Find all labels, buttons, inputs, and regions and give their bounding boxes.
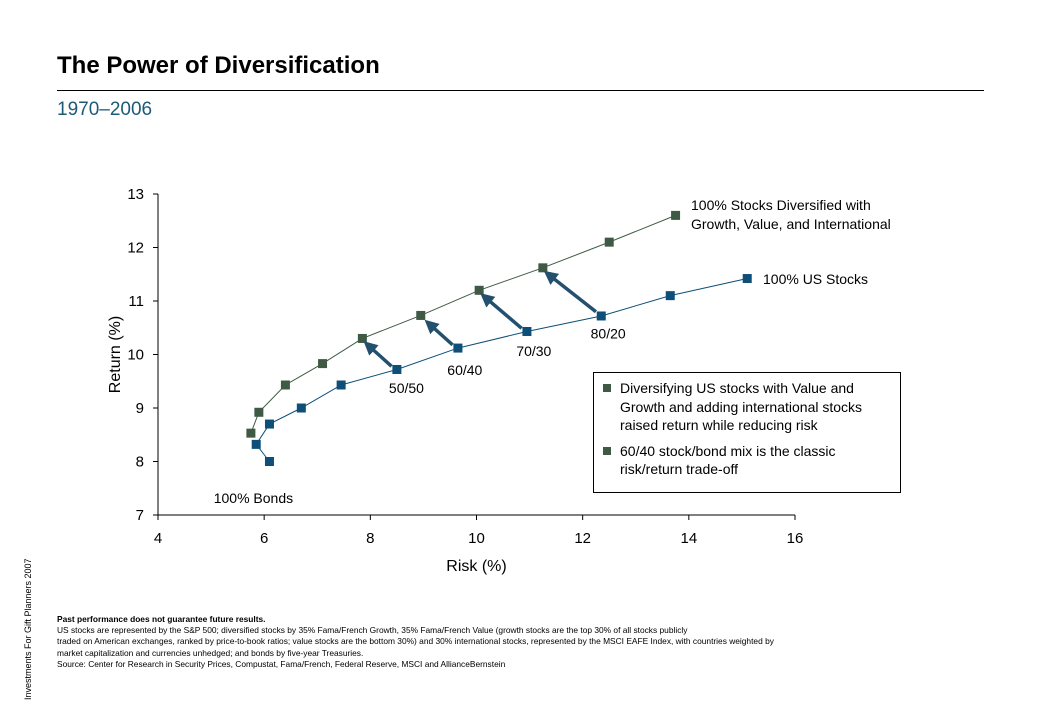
series-line-diversified [250,214,676,434]
callout-bullet-2-line-2: risk/return trade-off [620,461,739,477]
bullet-square-icon [603,384,611,392]
chart-series [246,210,752,466]
chart-axes: 4 6 8 10 12 14 16 7 8 9 10 11 12 13 Risk (%) Return (%) [107,186,803,575]
x-tick-label: 6 [260,530,268,547]
bullet-square-icon [603,446,611,455]
y-tick-label: 7 [136,507,144,524]
data-point-us-stocks [264,457,274,466]
data-point-us-stocks [522,326,532,336]
data-point-diversified [280,380,290,390]
footnote-source: Source: Center for Research in Security … [57,658,506,669]
x-tick-label: 14 [680,530,697,547]
risk-return-chart: 4 6 8 10 12 14 16 7 8 9 10 11 12 13 Risk (%) Return (%)… [107,186,891,575]
annotation-label: 60/40 [447,362,482,378]
chart-arrows [363,270,598,368]
footnote-line-4: market capitalization and currencies unh… [57,647,364,658]
data-point-diversified [416,310,426,320]
data-point-diversified [474,285,484,295]
callout-bullet-2-line-1: 60/40 stock/bond mix is the classic [620,442,836,459]
series-label-us-stocks: 100% US Stocks [763,271,868,287]
callout-bullet-1-line-1: Diversifying US stocks with Value and [620,380,854,396]
data-point-diversified [254,407,264,417]
data-point-us-stocks [336,380,346,390]
callout-box: Diversifying US stocks with Value and Gr… [593,372,901,493]
y-tick-label: 13 [127,186,144,203]
callout-bullet-1-line-2: Growth and adding international stocks [620,398,863,415]
shift-arrow [543,270,598,314]
annotation-label: 100% Bonds [214,490,293,506]
page-title: The Power of Diversification [57,52,380,79]
footnotes: Past performance does not guarantee futu… [57,614,987,670]
y-tick-label: 10 [127,347,144,364]
shift-arrow [363,341,393,368]
footnote-line-2: US stocks are represented by the S&P 500… [57,625,688,636]
x-axis-title: Risk (%) [446,558,506,575]
annotation-label: 80/20 [591,325,626,341]
x-tick-label: 12 [574,530,591,547]
y-tick-label: 11 [128,293,144,310]
footnote-line-3: traded on American exchanges, ranked by … [57,636,774,647]
data-point-diversified [246,428,256,438]
footnote-disclaimer: Past performance does not guarantee futu… [57,614,266,624]
x-tick-label: 16 [787,530,804,547]
data-point-diversified [357,333,367,343]
series-label-diversified-line-1: 100% Stocks Diversified with [691,197,871,213]
data-point-us-stocks [453,343,463,353]
data-point-diversified [538,263,548,273]
x-tick-label: 8 [366,530,374,547]
data-point-us-stocks [392,364,402,374]
data-point-us-stocks [264,419,274,429]
chart-labels: 100% Stocks Diversified with Growth, Valu… [214,197,891,506]
annotation-label: 50/50 [389,380,424,396]
data-point-us-stocks [665,291,675,301]
data-point-diversified [604,237,614,247]
data-point-us-stocks [251,439,261,449]
callout-bullet-2: 60/40 stock/bond mix is the classic risk… [602,442,894,479]
page-subtitle: 1970–2006 [57,99,153,120]
data-point-diversified [318,359,328,369]
callout-bullet-1-line-3: raised return while reducing risk [620,417,818,433]
title-divider [57,90,984,91]
y-tick-label: 8 [136,454,144,471]
data-point-us-stocks [596,311,606,321]
x-tick-label: 10 [468,530,485,547]
callout-bullet-1: Diversifying US stocks with Value and Gr… [602,379,894,435]
series-label-diversified-line-2: Growth, Value, and International [691,216,891,232]
x-tick-label: 4 [154,530,162,547]
data-point-diversified [671,210,681,220]
y-tick-label: 9 [136,400,144,417]
y-axis-title: Return (%) [107,316,124,393]
y-tick-label: 12 [127,240,144,257]
data-point-us-stocks [742,274,752,284]
shift-arrow [424,319,454,347]
shift-arrow [480,293,523,330]
data-point-us-stocks [296,403,306,413]
annotation-label: 70/30 [516,343,551,359]
